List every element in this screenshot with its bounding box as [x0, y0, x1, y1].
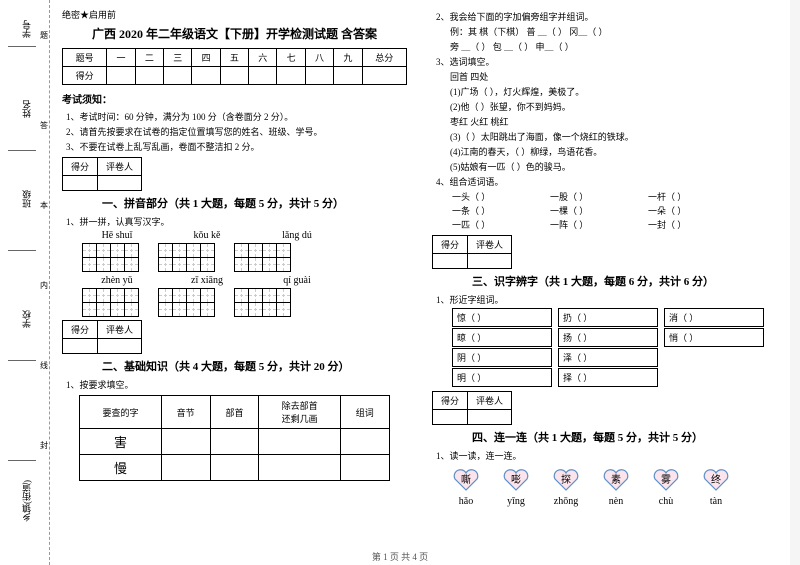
tianzige-row-2 — [82, 288, 407, 316]
page-footer: 第 1 页 共 4 页 — [0, 550, 800, 563]
s2-q4-r3: 一匹（ ） 一阵（ ） 一封（ ） — [452, 218, 778, 231]
s2-q3f: (4)江南的春天，（ ）柳绿，鸟语花香。 — [450, 145, 778, 158]
s2-q3b: (1)广场（ ），灯火辉煌，美极了。 — [450, 85, 778, 98]
binding-margin: 学号 姓名 班级 学校 乡镇(街道) 题 答 本 内 线 封 — [0, 0, 50, 565]
right-column: 2、我会给下面的字加偏旁组字并组词。 例：其 棋（下棋） 普 ＿（ ） 冈＿（ … — [420, 0, 790, 565]
heart-icon: 探 — [552, 468, 580, 492]
seal-char-da: 答 — [40, 120, 48, 131]
heart-icon: 嘭 — [502, 468, 530, 492]
note-1: 1、考试时间：60 分钟，满分为 100 分（含卷面分 2 分）。 — [66, 110, 407, 123]
s2-q2: 2、我会给下面的字加偏旁组字并组词。 — [436, 10, 778, 23]
mini-score-3: 得分评卷人 — [432, 235, 512, 269]
section-4-title: 四、连一连（共 1 大题，每题 5 分，共计 5 分） — [472, 429, 778, 445]
exam-notes-title: 考试须知： — [62, 91, 407, 106]
pinyin-row-2: zhèn yǔ zī xiāng qí guài — [82, 275, 407, 286]
mini-score-1: 得分评卷人 — [62, 157, 142, 191]
seal-char-feng: 封 — [40, 440, 48, 451]
s3-q1: 1、形近字组词。 — [436, 293, 778, 306]
heart-icon: 嘶 — [452, 468, 480, 492]
score-row-defen: 得分 — [63, 67, 107, 85]
mini-score-2: 得分评卷人 — [62, 320, 142, 354]
note-3: 3、不要在试卷上乱写乱画，卷面不整洁扣 2 分。 — [66, 140, 407, 153]
section-1-title: 一、拼音部分（共 1 大题，每题 5 分，共计 5 分） — [102, 195, 407, 211]
s2-q4-r1: 一头（ ） 一股（ ） 一杆（ ） — [452, 190, 778, 203]
score-table: 题号 一 二 三 四 五 六 七 八 九 总分 得分 — [62, 48, 407, 85]
s4-q1: 1、读一读，连一连。 — [436, 449, 778, 462]
exam-title: 广西 2020 年二年级语文【下册】开学检测试题 含答案 — [62, 25, 407, 42]
side-label-xiangzhen: 乡镇(街道) — [20, 480, 33, 522]
lookup-table: 要查的字 音节 部首 除去部首 还剩几画 组词 害 慢 — [79, 395, 390, 481]
side-label-banji: 班级 — [20, 190, 33, 208]
heart-icon: 素 — [602, 468, 630, 492]
s2-ex1: 例：其 棋（下棋） 普 ＿（ ） 冈＿（ ） — [450, 25, 778, 38]
s3-r1: 惊（ ） 扔（ ） 消（ ） — [452, 308, 778, 327]
heart-row: 嘶 嘭 探 素 雾 终 — [452, 468, 778, 492]
pinyin-row-1: Hē shuǐ kǒu kě lǎng dú — [82, 230, 407, 241]
s2-q3e: (3)（ ）太阳跳出了海面，像一个烧红的铁球。 — [450, 130, 778, 143]
note-2: 2、请首先按要求在试卷的指定位置填写您的姓名、班级、学号。 — [66, 125, 407, 138]
s2-q4: 4、组合适词语。 — [436, 175, 778, 188]
side-label-xuexiao: 学校 — [20, 310, 33, 328]
s3-r3: 阴（ ） 泽（ ） — [452, 348, 778, 367]
s2-q3d: 枣红 火红 桃红 — [450, 115, 778, 128]
s2-ex2: 旁 ＿（ ） 包 ＿（ ） 申＿（ ） — [450, 40, 778, 53]
s1-q1: 1、拼一拼，认真写汉字。 — [66, 215, 407, 228]
confidential-label: 绝密★启用前 — [62, 8, 407, 21]
s3-r2: 晾（ ） 扬（ ） 悄（ ） — [452, 328, 778, 347]
left-column: 绝密★启用前 广西 2020 年二年级语文【下册】开学检测试题 含答案 题号 一… — [50, 0, 420, 565]
s2-q3g: (5)姑娘有一匹（ ）色的骏马。 — [450, 160, 778, 173]
heart-icon: 雾 — [652, 468, 680, 492]
side-label-xingming: 姓名 — [20, 100, 33, 118]
heart-icon: 终 — [702, 468, 730, 492]
tianzige-row-1 — [82, 243, 407, 271]
mini-score-4: 得分评卷人 — [432, 391, 512, 425]
exam-notes: 1、考试时间：60 分钟，满分为 100 分（含卷面分 2 分）。 2、请首先按… — [66, 110, 407, 153]
pinyin-bottom-row: hǎo yīng zhōng nèn chù tàn — [452, 496, 778, 507]
score-th-num: 题号 — [63, 49, 107, 67]
s2-q4-r2: 一条（ ） 一棵（ ） 一朵（ ） — [452, 204, 778, 217]
section-2-title: 二、基础知识（共 4 大题，每题 5 分，共计 20 分） — [102, 358, 407, 374]
s2-q1: 1、按要求填空。 — [66, 378, 407, 391]
section-3-title: 三、识字辨字（共 1 大题，每题 6 分，共计 6 分） — [472, 273, 778, 289]
s3-r4: 明（ ） 择（ ） — [452, 368, 778, 387]
seal-char-nei: 内 — [40, 280, 48, 291]
s2-q3: 3、选词填空。 — [436, 55, 778, 68]
seal-char-ti: 题 — [40, 30, 48, 41]
s2-q3c: (2)他（ ）张望，你不到妈妈。 — [450, 100, 778, 113]
side-label-xuehao: 学号 — [20, 20, 33, 38]
seal-char-xian: 线 — [40, 360, 48, 371]
s2-q3a: 回首 四处 — [450, 70, 778, 83]
seal-char-ben: 本 — [40, 200, 48, 211]
